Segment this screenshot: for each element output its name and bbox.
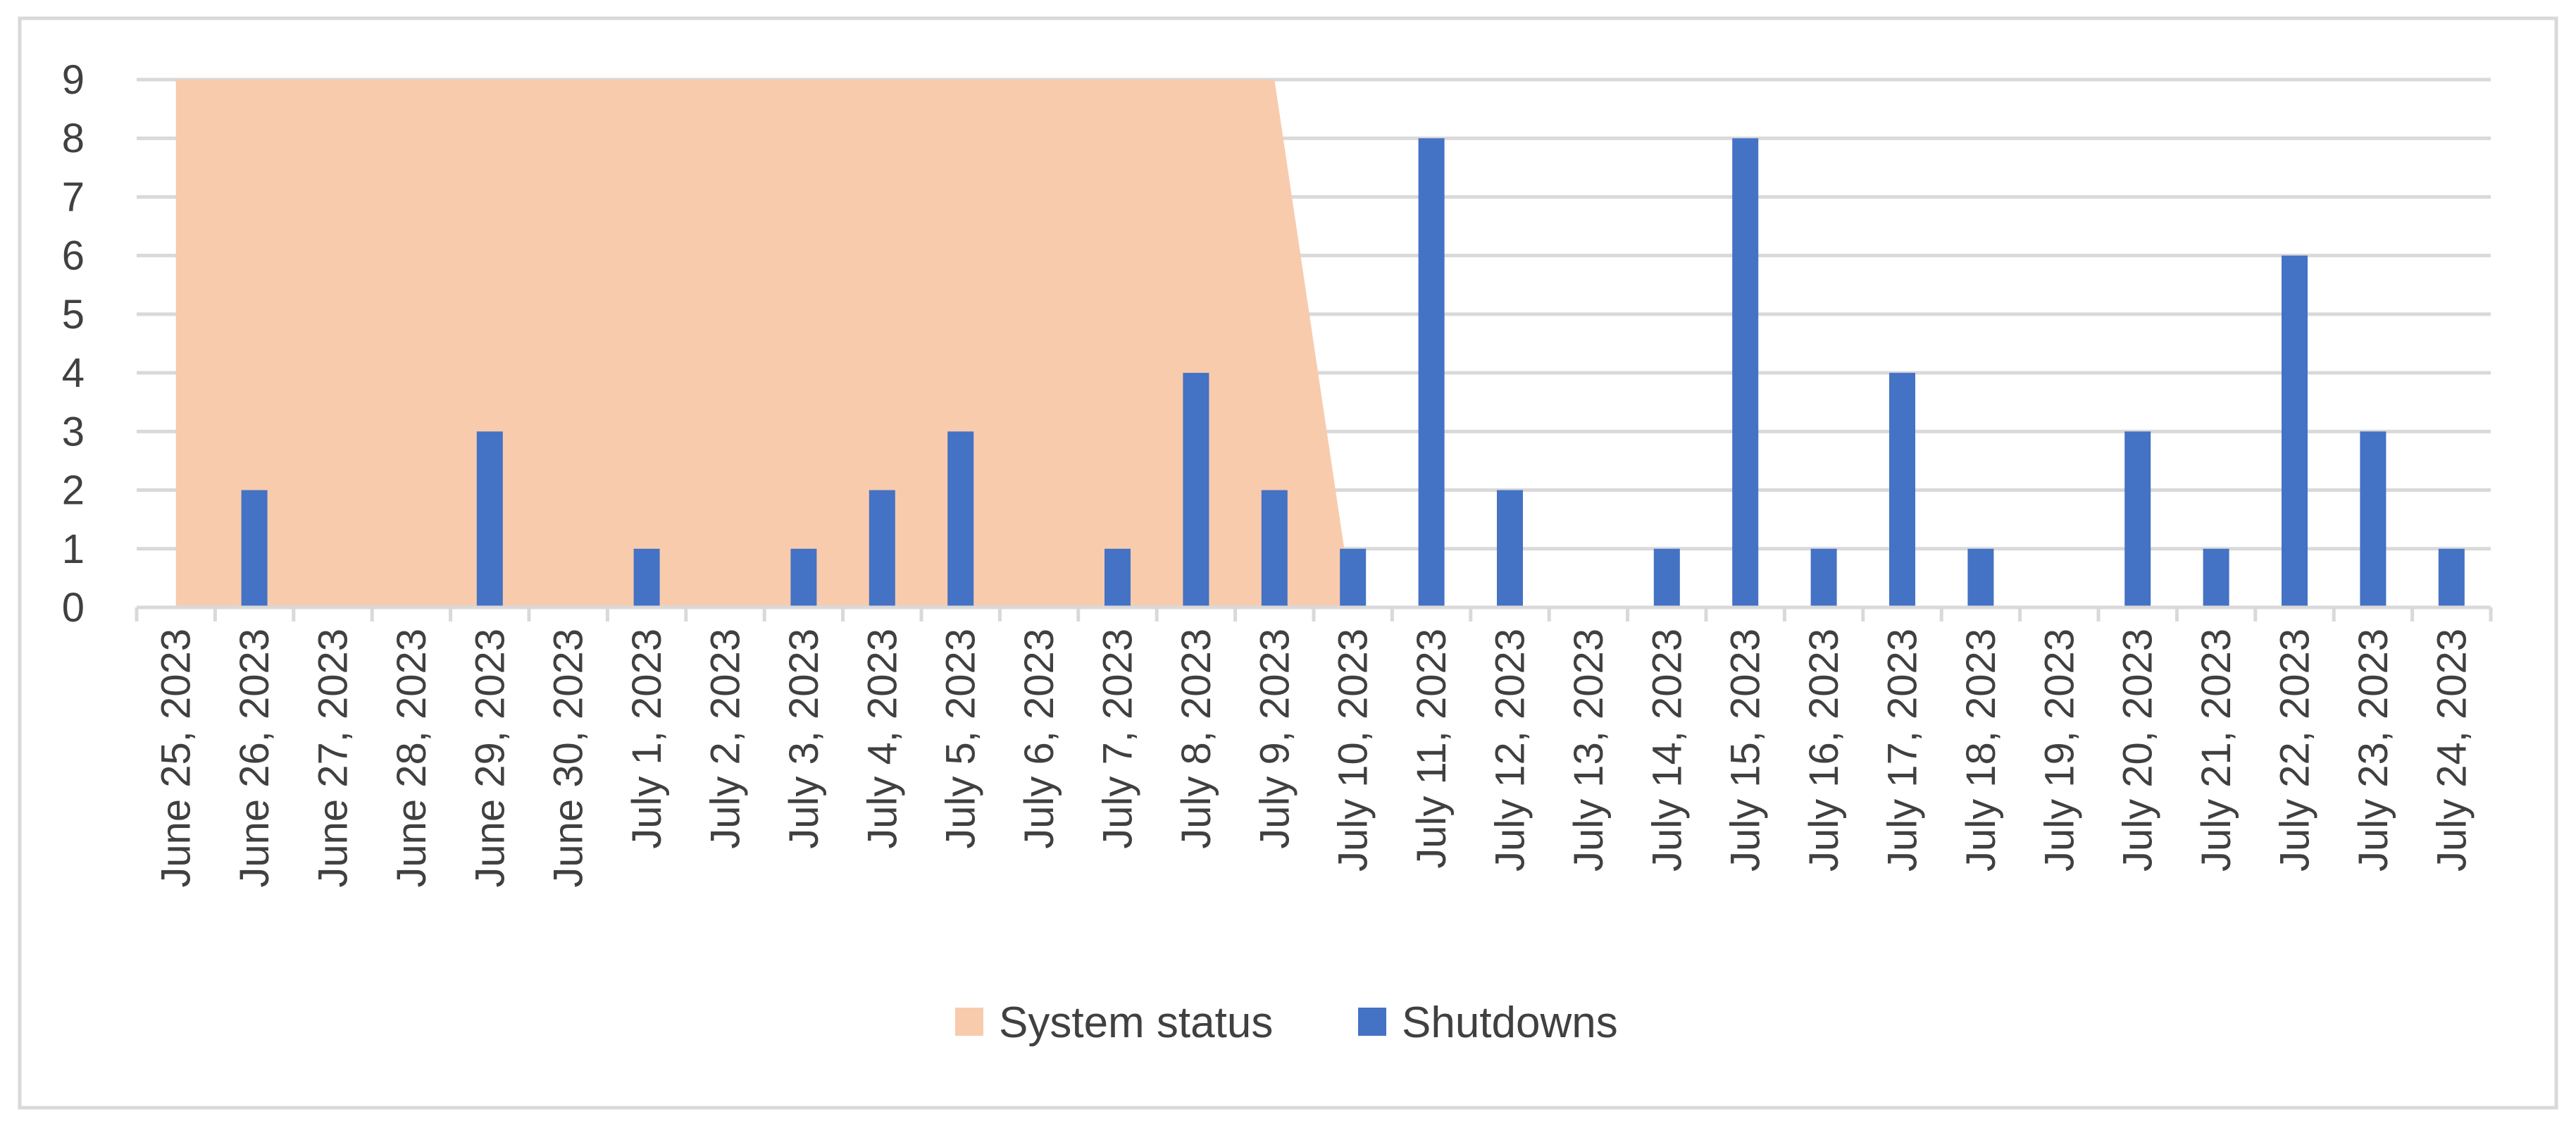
bar-shutdowns <box>2282 255 2308 607</box>
x-tick-label: July 23, 2023 <box>2351 629 2396 872</box>
x-tick-label: July 8, 2023 <box>1174 629 1219 849</box>
y-tick-label: 7 <box>62 174 85 220</box>
bar-series <box>241 138 2465 607</box>
bar-shutdowns <box>1967 548 1994 607</box>
x-tick-label: July 13, 2023 <box>1566 629 1612 872</box>
bar-shutdowns <box>1183 373 1209 607</box>
legend-label: Shutdowns <box>1402 998 1618 1047</box>
x-tick-label: June 27, 2023 <box>311 629 356 888</box>
bar-shutdowns <box>633 548 660 607</box>
x-tick-label: June 26, 2023 <box>232 629 278 888</box>
x-axis <box>135 605 2493 621</box>
x-tick-label: June 25, 2023 <box>154 629 199 888</box>
x-tick-label: July 4, 2023 <box>859 629 905 849</box>
bar-shutdowns <box>2203 548 2229 607</box>
y-tick-label: 0 <box>62 585 85 631</box>
legend-swatch-system-status <box>955 1008 983 1036</box>
bar-shutdowns <box>1732 138 1759 607</box>
bar-shutdowns <box>2438 548 2465 607</box>
x-tick-label: July 9, 2023 <box>1252 629 1298 849</box>
y-tick-label: 2 <box>62 468 85 514</box>
bar-shutdowns <box>1340 548 1367 607</box>
bar-shutdowns <box>2360 431 2387 607</box>
x-tick-label: July 22, 2023 <box>2272 629 2318 872</box>
y-tick-label: 8 <box>62 116 85 161</box>
x-tick-label: July 12, 2023 <box>1488 629 1533 872</box>
legend-label: System status <box>999 998 1273 1047</box>
y-axis: 0 1 2 3 4 5 6 7 8 9 <box>62 57 85 631</box>
legend-swatch-shutdowns <box>1358 1008 1386 1036</box>
x-tick-label: July 5, 2023 <box>938 629 984 849</box>
x-tick-label: July 6, 2023 <box>1016 629 1062 849</box>
x-tick-label: July 20, 2023 <box>2115 629 2161 872</box>
bar-shutdowns <box>1653 548 1680 607</box>
x-tick-label: July 3, 2023 <box>781 629 827 849</box>
bar-shutdowns <box>476 431 503 607</box>
x-tick-label: July 17, 2023 <box>1880 629 1926 872</box>
legend: System status Shutdowns <box>955 998 1618 1047</box>
x-tick-label: July 24, 2023 <box>2429 629 2475 872</box>
y-tick-label: 9 <box>62 57 85 103</box>
x-tick-label: July 2, 2023 <box>703 629 749 849</box>
x-tick-labels: June 25, 2023 June 26, 2023 June 27, 2023 J… <box>154 629 2475 888</box>
y-tick-label: 4 <box>62 350 85 396</box>
x-tick-label: July 14, 2023 <box>1644 629 1690 872</box>
y-tick-label: 3 <box>62 409 85 454</box>
bar-shutdowns <box>869 490 895 607</box>
x-tick-label: July 1, 2023 <box>624 629 670 849</box>
x-tick-label: July 19, 2023 <box>2036 629 2082 872</box>
x-tick-label: July 21, 2023 <box>2194 629 2239 872</box>
bar-shutdowns <box>2124 431 2151 607</box>
area-series <box>175 80 2452 607</box>
x-tick-label: June 28, 2023 <box>389 629 435 888</box>
bar-shutdowns <box>1261 490 1288 607</box>
x-tick-label: July 18, 2023 <box>1958 629 2004 872</box>
bar-shutdowns <box>1810 548 1837 607</box>
x-tick-label: July 7, 2023 <box>1095 629 1141 849</box>
bar-shutdowns <box>1105 548 1131 607</box>
y-tick-label: 1 <box>62 526 85 572</box>
x-tick-label: July 10, 2023 <box>1331 629 1376 872</box>
x-tick-label: July 16, 2023 <box>1801 629 1847 872</box>
y-tick-label: 6 <box>62 233 85 279</box>
bar-shutdowns <box>241 490 268 607</box>
bar-shutdowns <box>790 548 817 607</box>
bar-shutdowns <box>1497 490 1523 607</box>
x-tick-label: July 15, 2023 <box>1723 629 1769 872</box>
x-tick-label: July 11, 2023 <box>1409 629 1455 869</box>
bar-shutdowns <box>1418 138 1445 607</box>
bar-shutdowns <box>947 431 974 607</box>
x-tick-label: June 30, 2023 <box>546 629 592 888</box>
y-tick-label: 5 <box>62 292 85 338</box>
bar-shutdowns <box>1889 373 1915 607</box>
x-tick-label: June 29, 2023 <box>467 629 513 888</box>
area-system-status <box>175 80 2452 607</box>
